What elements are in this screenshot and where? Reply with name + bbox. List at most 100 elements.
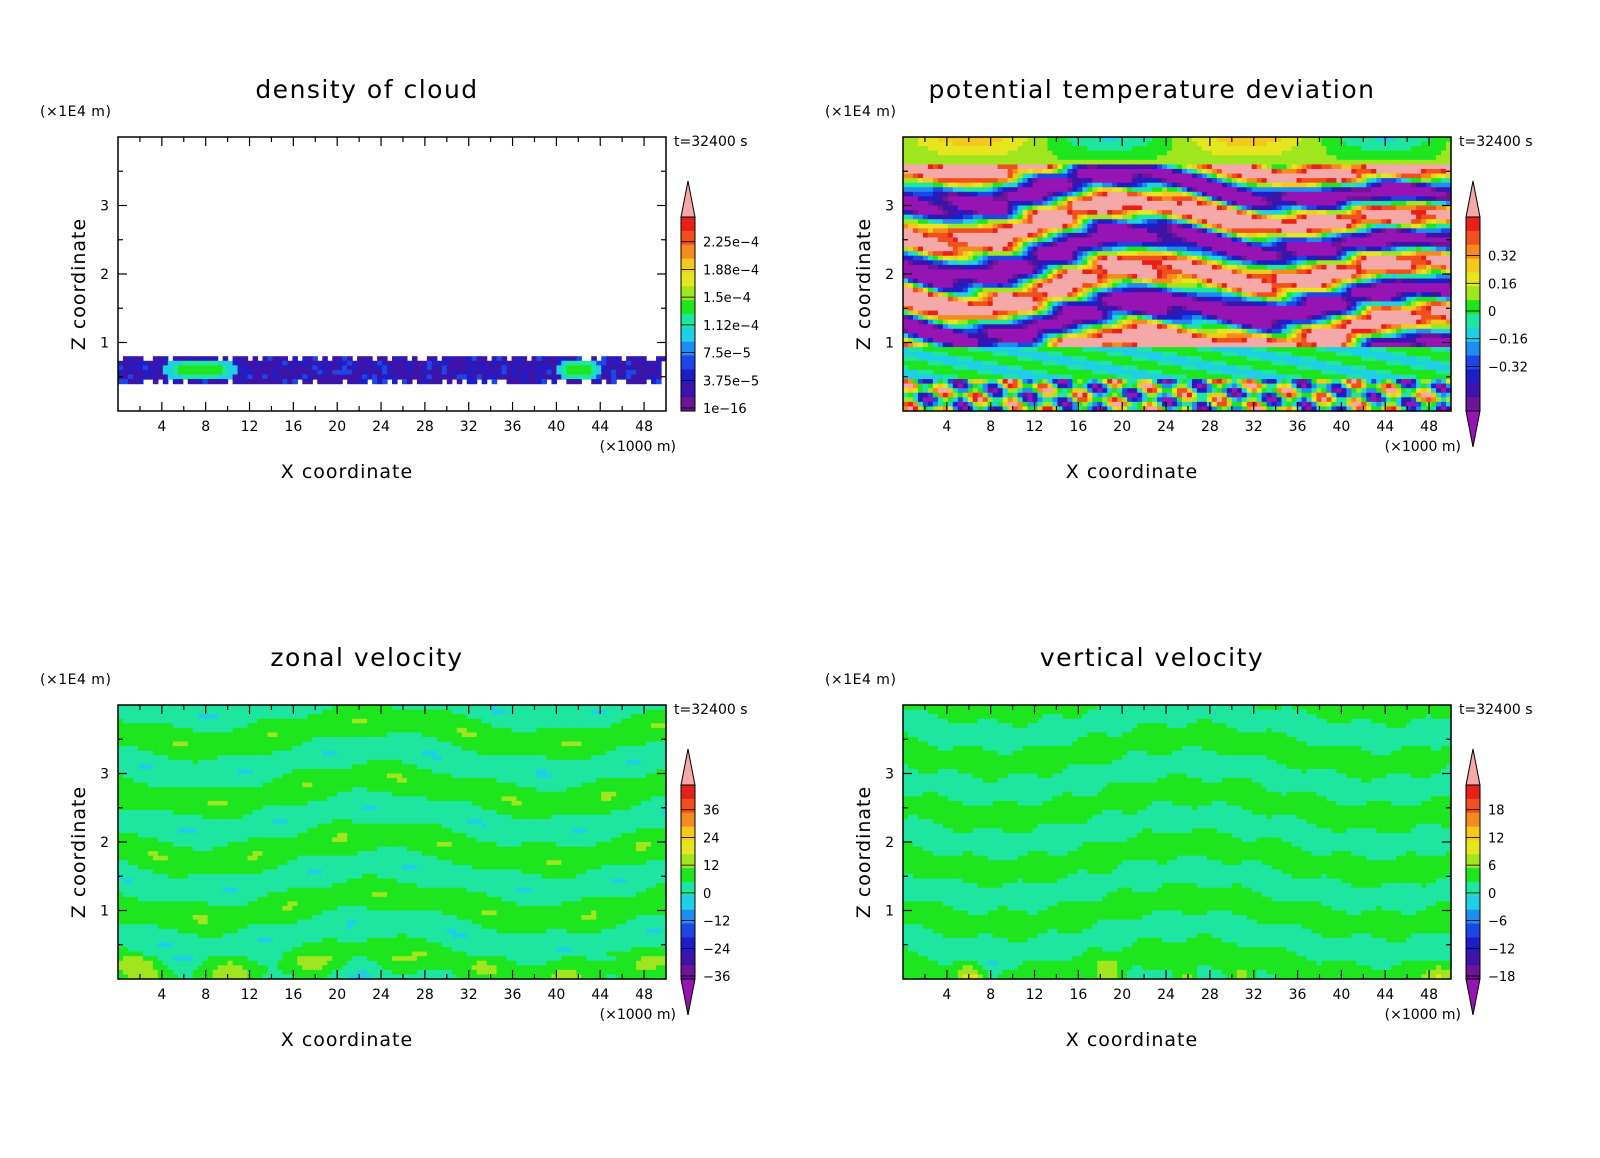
field-cell [1157, 342, 1163, 348]
field-cell [202, 374, 209, 380]
field-cell [1241, 159, 1248, 165]
field-cell [1047, 178, 1054, 184]
field-cell [501, 360, 508, 366]
field-cell [1246, 392, 1253, 398]
field-cell [1216, 397, 1223, 403]
field-cell [992, 328, 999, 334]
field-cell [1231, 310, 1238, 316]
field-cell [1147, 191, 1153, 197]
field-cell [907, 356, 914, 362]
field-cell [1157, 269, 1163, 275]
field-cell [1047, 351, 1054, 357]
field-cell [1152, 315, 1158, 321]
field-cell [267, 374, 274, 380]
field-cell [1211, 260, 1218, 266]
field-cell [1007, 255, 1014, 261]
field-cell [1241, 296, 1248, 302]
field-cell [1027, 168, 1034, 175]
field-cell [1082, 141, 1088, 147]
field-cell [1077, 374, 1083, 380]
field-cell [1201, 182, 1208, 188]
field-cell [1191, 260, 1198, 266]
field-cell [1092, 264, 1098, 271]
field-cell [982, 351, 989, 357]
field-cell [1226, 191, 1233, 197]
field-cell [1077, 292, 1083, 298]
field-cell [1162, 182, 1168, 188]
field-cell [1172, 155, 1178, 161]
field-cell [1042, 406, 1049, 412]
field-cell [332, 374, 338, 380]
field-cell [962, 406, 969, 412]
field-cell [127, 365, 134, 371]
field-cell [1196, 274, 1203, 280]
field-cell [1007, 237, 1014, 243]
field-cell [1117, 365, 1123, 371]
field-cell [997, 360, 1004, 366]
field-cell [1097, 401, 1103, 408]
field-cell [1167, 141, 1173, 147]
field-cell [1052, 333, 1059, 339]
field-cell [1201, 319, 1208, 325]
field-cell [576, 374, 582, 380]
field-cell [1226, 260, 1233, 266]
field-cell [957, 406, 964, 412]
field-cell [1047, 228, 1054, 234]
field-cell [977, 146, 984, 152]
field-cell [1082, 242, 1088, 248]
field-cell [903, 315, 909, 321]
field-cell [1201, 164, 1208, 170]
field-cell [1251, 178, 1258, 184]
field-cell [1087, 155, 1093, 161]
field-cell [1177, 319, 1183, 325]
field-cell [1002, 187, 1009, 193]
field-cell [1162, 383, 1168, 389]
field-cell [1092, 205, 1098, 211]
panel-theta: potential temperature deviation(×1E4 m)t… [825, 75, 1533, 483]
field-cell [1246, 301, 1253, 307]
field-cell [992, 155, 999, 161]
field-cell [952, 356, 959, 362]
field-cell [927, 196, 934, 202]
field-cell [1047, 356, 1054, 362]
field-cell [1181, 305, 1188, 312]
field-cell [1067, 242, 1073, 248]
field-cell [1042, 374, 1049, 380]
field-cell [1042, 301, 1049, 307]
field-cell [1112, 200, 1118, 207]
field-cell [957, 164, 964, 170]
field-cell [962, 214, 969, 220]
field-cell [952, 379, 959, 385]
field-cell [1221, 196, 1228, 202]
field-cell [1077, 369, 1083, 376]
field-cell [1201, 187, 1208, 193]
field-cell [903, 319, 909, 325]
field-cell [516, 379, 523, 385]
field-cell [1087, 347, 1093, 353]
field-cell [1226, 141, 1233, 147]
field-cell [1191, 155, 1198, 161]
field-cell [937, 164, 944, 170]
field-cell [1231, 237, 1238, 243]
field-cell [1072, 242, 1078, 248]
field-cell [937, 159, 944, 165]
field-cell [917, 342, 924, 348]
field-cell [1107, 351, 1113, 357]
field-cell [1172, 356, 1178, 362]
field-cell [1117, 369, 1123, 376]
field-cell [1177, 278, 1183, 284]
field-cell [162, 356, 169, 362]
field-cell [122, 365, 129, 371]
field-cell [1102, 369, 1108, 376]
field-cell [1172, 182, 1178, 188]
field-cell [967, 264, 974, 271]
field-cell [362, 369, 368, 376]
field-cell [947, 301, 954, 307]
field-cell [1172, 269, 1178, 275]
field-cell [1122, 369, 1128, 376]
field-cell [957, 333, 964, 339]
field-cell [912, 196, 919, 202]
field-cell [1057, 137, 1064, 143]
field-cell [1002, 182, 1009, 188]
field-cell [997, 137, 1004, 143]
